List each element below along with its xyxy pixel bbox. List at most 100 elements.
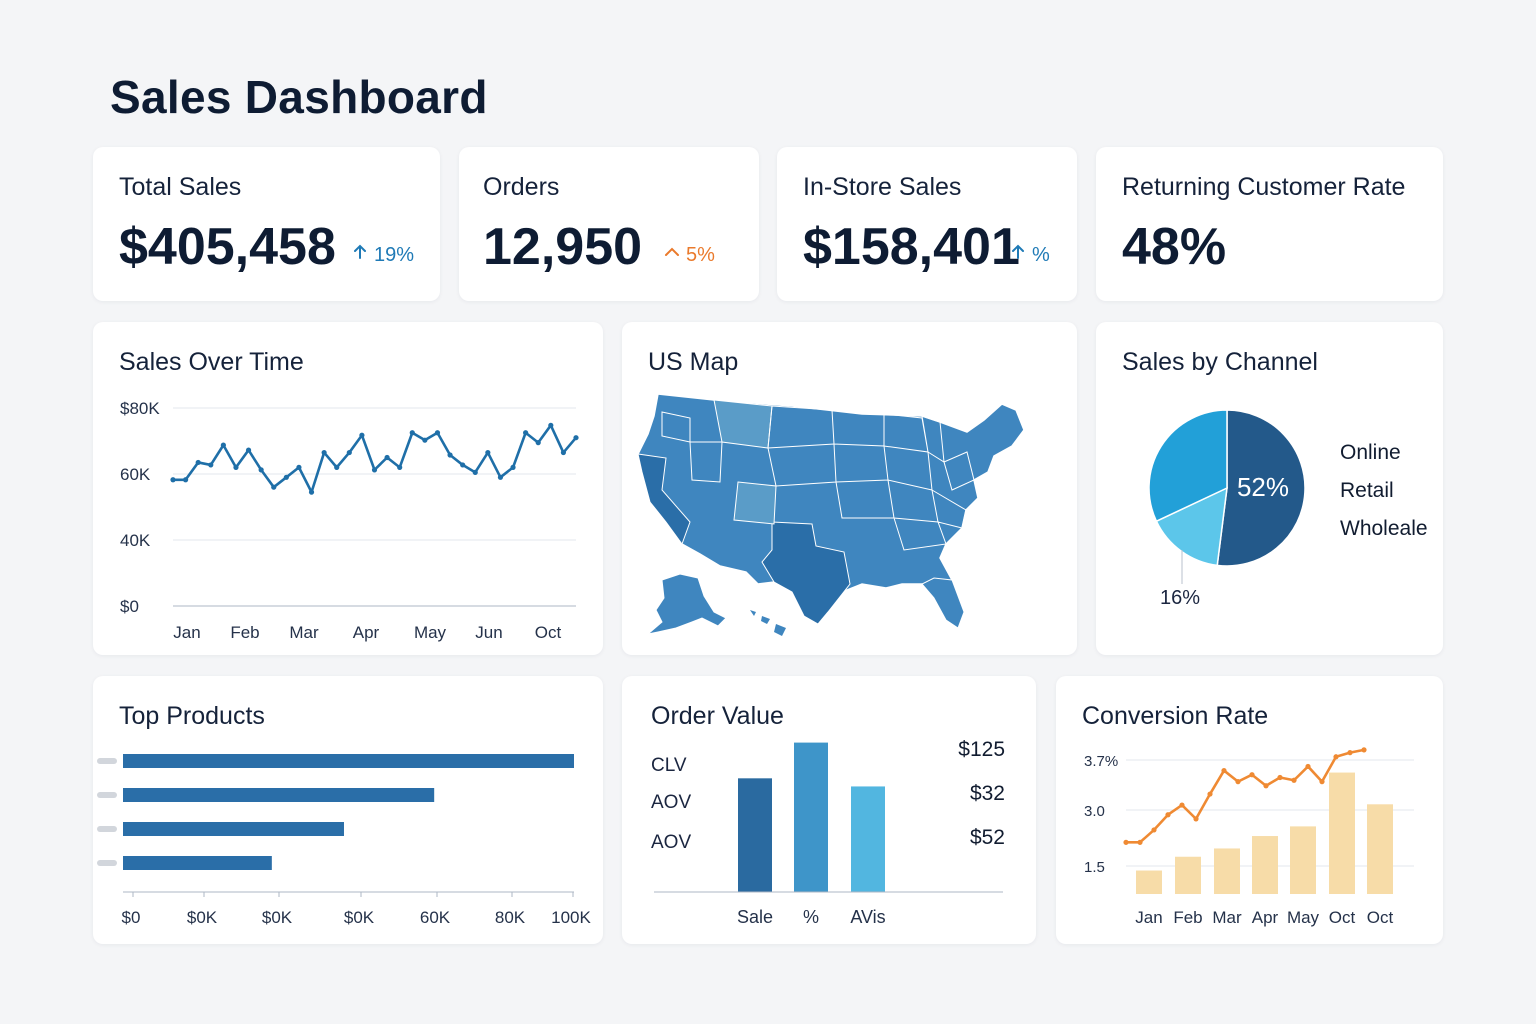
product-bar [123,856,272,870]
data-point [1361,747,1367,753]
data-point [346,449,352,456]
product-label-placeholder [97,826,117,832]
pie-slice-wholeale [1148,409,1228,523]
data-point [460,462,466,468]
x-tick-label: AVis [850,907,885,927]
x-tick-label: 60K [420,908,451,927]
x-tick-label: 100K [551,908,591,927]
data-point [296,464,302,470]
y-tick-label: 60K [120,465,151,484]
kpi-delta: % [1009,243,1050,267]
data-point [1347,750,1353,756]
y-tick-label: 40K [120,531,151,550]
kpi-card-returning-customer-rate[interactable]: Returning Customer Rate 48% [1096,147,1443,301]
data-point [371,467,378,473]
data-point [1151,827,1157,833]
x-tick-label: Mar [289,623,319,642]
row-label: AOV [651,792,691,813]
card-title: Sales by Channel [1122,348,1318,376]
data-point [182,477,189,483]
data-point [409,430,415,436]
data-point [283,474,289,480]
us-map-card[interactable]: US Map [622,322,1077,655]
data-point [497,474,504,480]
us-map[interactable] [622,322,1077,655]
kpi-delta: 19% [351,243,414,267]
kpi-card-in-store-sales[interactable]: In-Store Sales $158,401 % [777,147,1077,301]
conversion-bar [1214,848,1240,894]
order-value-bar [794,742,828,892]
conversion-bar [1290,826,1316,894]
top-products-chart: $0 $0K $0K $0K 60K 80K 100K [97,754,592,927]
pie-slice-online [1216,409,1306,567]
order-value-card[interactable]: Order Value CLV AOV AOV $125 $32 $52 Sale% AVis [622,676,1036,944]
product-label-placeholder [97,758,117,764]
x-tick-label: $0K [344,908,375,927]
conversion-bar [1329,772,1355,894]
hawaii[interactable] [750,610,786,636]
conversion-rate-chart: 3.7% 3.0 1.5 Jan Feb Mar Apr May Oct Oct [1084,747,1414,927]
kpi-value: $158,401 [803,218,1020,276]
x-tick-label: Oct [535,623,562,642]
x-tick-label: Oct [1367,908,1394,927]
data-point [258,467,264,473]
data-point [334,464,340,470]
x-tick-label: May [414,623,447,642]
kpi-value: 48% [1122,218,1227,276]
data-point [434,430,441,436]
data-point [233,464,239,470]
top-products-card[interactable]: Top Products $0 $0K $0K $0K 60K 80K 100K [93,676,603,944]
data-point [245,447,252,453]
kpi-card-total-sales[interactable]: Total Sales $405,458 19% [93,147,440,301]
y-tick-label: $0 [120,597,139,616]
data-point [321,449,327,456]
data-point [535,440,541,446]
kpi-value: 12,950 [483,218,643,276]
kpi-label: Returning Customer Rate [1122,173,1406,201]
conversion-rate-card[interactable]: Conversion Rate 3.7% 3.0 1.5 Jan Feb Mar Apr Ma… [1056,676,1443,944]
order-value-chart: CLV AOV AOV $125 $32 $52 Sale% AVis [651,738,1005,927]
data-point [1305,763,1311,770]
x-tick-label: Oct [1329,908,1356,927]
y-tick-label: $80K [120,399,160,418]
row-label: AOV [651,832,691,853]
data-point [560,449,567,456]
y-tick-label: 3.7% [1084,753,1118,770]
data-point [1123,839,1129,845]
card-title: Sales Over Time [119,348,304,376]
x-tick-label: Apr [1252,908,1279,927]
kpi-delta: 5% [663,243,715,267]
data-point [1291,777,1297,783]
order-value-bar [851,786,885,892]
sales-by-channel-card[interactable]: Sales by Channel 52% 16% Online Retail Whole… [1096,322,1443,655]
data-point [208,462,214,468]
data-point [1333,754,1339,760]
data-point [1179,802,1185,808]
x-tick-label: Feb [1173,908,1202,927]
kpi-label: Total Sales [119,173,242,201]
conversion-bar [1136,870,1162,894]
data-point [195,459,201,466]
data-point [1263,783,1269,789]
conversion-bar [1252,836,1278,894]
value-label: $32 [970,782,1005,805]
x-tick-label: $0K [187,908,218,927]
pie-slice-retail [1155,486,1228,567]
contiguous-us[interactable] [637,393,1025,630]
product-label-placeholder [97,860,117,866]
legend-entry: Online [1340,441,1401,464]
x-tick-label: Apr [353,623,380,642]
data-point [170,477,176,483]
x-tick-label: Jun [475,623,502,642]
sales-over-time-card[interactable]: Sales Over Time $80K 60K 40K $0 Jan Feb Mar Apr… [93,322,603,655]
order-value-bar [738,778,772,892]
x-tick-label: Jan [1135,908,1162,927]
card-title: Top Products [119,702,265,730]
data-point [510,464,516,470]
alaska[interactable] [646,573,727,635]
data-point [1277,774,1283,781]
data-point [1137,839,1143,845]
kpi-card-orders[interactable]: Orders 12,950 5% [459,147,759,301]
kpi-value: $405,458 [119,218,336,276]
x-tick-label: May [1287,908,1320,927]
